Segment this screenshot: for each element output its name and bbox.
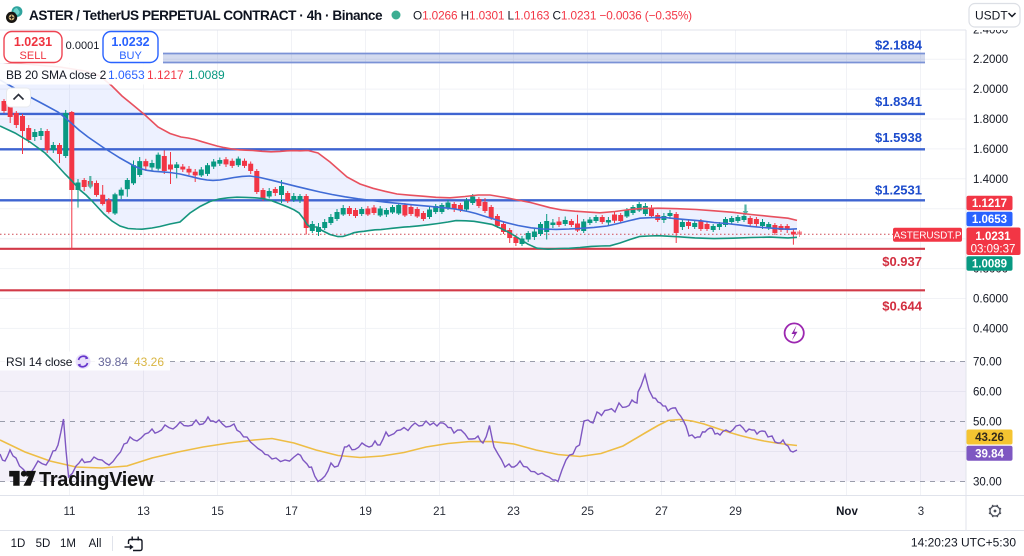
svg-text:60.00: 60.00 bbox=[973, 387, 1002, 399]
svg-text:3: 3 bbox=[918, 506, 924, 518]
svg-text:2.2000: 2.2000 bbox=[973, 54, 1008, 66]
svg-text:29: 29 bbox=[729, 506, 742, 518]
svg-text:50.00: 50.00 bbox=[973, 417, 1002, 429]
svg-text:1.0089: 1.0089 bbox=[972, 259, 1007, 271]
svg-text:ASTER / TetherUS PERPETUAL CON: ASTER / TetherUS PERPETUAL CONTRACT · 4h… bbox=[29, 8, 383, 23]
svg-text:25: 25 bbox=[581, 506, 594, 518]
svg-text:13: 13 bbox=[137, 506, 150, 518]
svg-text:$1.2531: $1.2531 bbox=[875, 183, 922, 198]
svg-text:$1.5938: $1.5938 bbox=[875, 130, 922, 145]
svg-text:43.26: 43.26 bbox=[134, 355, 164, 369]
svg-text:23: 23 bbox=[507, 506, 520, 518]
svg-text:2.0000: 2.0000 bbox=[973, 84, 1008, 96]
svg-text:27: 27 bbox=[655, 506, 668, 518]
svg-text:SELL: SELL bbox=[20, 50, 47, 62]
svg-text:0.4000: 0.4000 bbox=[973, 323, 1008, 335]
svg-text:TradingView: TradingView bbox=[39, 469, 154, 491]
svg-text:14:20:23 UTC+5:30: 14:20:23 UTC+5:30 bbox=[911, 536, 1016, 550]
svg-text:O1.0266 H1.0301 L1.0163 C1.023: O1.0266 H1.0301 L1.0163 C1.0231 −0.0036 … bbox=[413, 9, 692, 23]
svg-text:BUY: BUY bbox=[119, 50, 142, 62]
svg-text:$1.8341: $1.8341 bbox=[875, 94, 922, 109]
svg-text:39.84: 39.84 bbox=[98, 355, 128, 369]
svg-text:All: All bbox=[89, 538, 102, 550]
svg-text:30.00: 30.00 bbox=[973, 477, 1002, 489]
svg-text:03:09:37: 03:09:37 bbox=[971, 244, 1016, 256]
svg-text:BB 20 SMA close 2: BB 20 SMA close 2 bbox=[6, 68, 107, 82]
svg-text:1.0653: 1.0653 bbox=[108, 68, 145, 82]
svg-text:1.6000: 1.6000 bbox=[973, 144, 1008, 156]
svg-text:1.1217: 1.1217 bbox=[147, 68, 184, 82]
svg-text:USDT: USDT bbox=[975, 9, 1008, 23]
svg-text:1D: 1D bbox=[11, 538, 26, 550]
svg-text:$0.644: $0.644 bbox=[882, 299, 923, 314]
svg-text:1M: 1M bbox=[60, 538, 76, 550]
svg-text:1.1217: 1.1217 bbox=[972, 198, 1007, 210]
svg-text:1.0089: 1.0089 bbox=[188, 68, 225, 82]
svg-text:5D: 5D bbox=[36, 538, 51, 550]
svg-text:1.8000: 1.8000 bbox=[973, 114, 1008, 126]
svg-text:19: 19 bbox=[359, 506, 372, 518]
svg-text:RSI 14 close: RSI 14 close bbox=[6, 355, 73, 369]
svg-text:$2.1884: $2.1884 bbox=[875, 38, 923, 53]
svg-text:0.0001: 0.0001 bbox=[66, 40, 100, 52]
svg-text:1.4000: 1.4000 bbox=[973, 174, 1008, 186]
svg-text:1.0231: 1.0231 bbox=[14, 35, 52, 49]
svg-text:39.84: 39.84 bbox=[975, 448, 1004, 460]
svg-text:11: 11 bbox=[64, 506, 76, 518]
svg-text:21: 21 bbox=[433, 506, 446, 518]
svg-text:1.0232: 1.0232 bbox=[111, 35, 149, 49]
svg-text:17: 17 bbox=[285, 506, 298, 518]
svg-text:0.6000: 0.6000 bbox=[973, 294, 1008, 306]
svg-text:1.0653: 1.0653 bbox=[972, 214, 1007, 226]
svg-text:43.26: 43.26 bbox=[975, 432, 1004, 444]
svg-text:70.00: 70.00 bbox=[973, 357, 1002, 369]
svg-text:ASTERUSDT.P: ASTERUSDT.P bbox=[894, 230, 962, 241]
svg-text:Nov: Nov bbox=[836, 506, 858, 518]
svg-text:$0.937: $0.937 bbox=[882, 254, 922, 269]
svg-text:1.0231: 1.0231 bbox=[975, 231, 1011, 243]
svg-text:15: 15 bbox=[211, 506, 224, 518]
